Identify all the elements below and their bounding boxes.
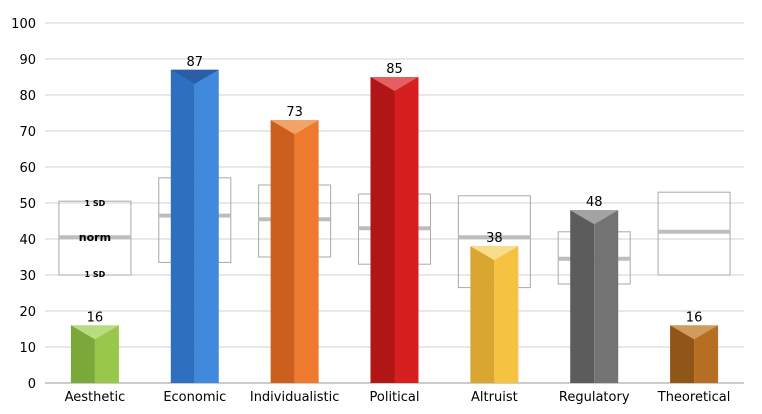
bar-right-face <box>294 120 319 383</box>
bar-value-label: 48 <box>586 195 603 210</box>
x-category-label: Political <box>370 390 420 405</box>
bar-value-label: 85 <box>386 62 403 77</box>
y-tick-label: 100 <box>11 17 36 32</box>
bar-right-face <box>594 210 619 383</box>
bar-value-label: 38 <box>486 231 503 246</box>
sd-upper-label: 1 SD <box>85 199 106 208</box>
x-axis-categories: Aesthetic Economic Individualistic Politica… <box>65 390 731 405</box>
bar-cap <box>570 210 619 225</box>
y-axis-ticks: 0 10 20 30 40 50 60 70 80 90 100 <box>11 17 36 392</box>
bar-left-face <box>370 77 395 383</box>
bar <box>370 77 419 383</box>
bar-value-label: 16 <box>87 310 104 325</box>
x-category-label: Individualistic <box>250 390 340 405</box>
y-tick-label: 20 <box>19 305 36 320</box>
bar-left-face <box>170 69 195 384</box>
sd-lower-label: 1 SD <box>85 270 106 279</box>
bar <box>570 210 619 383</box>
y-tick-label: 10 <box>19 341 36 356</box>
x-category-label: Economic <box>163 390 226 405</box>
y-tick-label: 40 <box>19 233 36 248</box>
y-tick-label: 60 <box>19 161 36 176</box>
x-category-label: Theoretical <box>657 390 731 405</box>
bar <box>70 325 119 383</box>
data-labels: 16 87 73 85 38 48 16 <box>87 55 703 326</box>
bar-value-label: 16 <box>686 310 703 325</box>
y-tick-label: 50 <box>19 197 36 212</box>
bar-cap <box>370 77 419 91</box>
bar-left-face <box>270 120 295 383</box>
y-tick-label: 30 <box>19 269 36 284</box>
bar-cap <box>270 120 319 135</box>
x-category-label: Aesthetic <box>65 390 126 405</box>
bar-right-face <box>194 69 219 384</box>
y-tick-label: 80 <box>19 89 36 104</box>
bar-left-face <box>570 210 595 383</box>
bar-right-face <box>394 77 419 383</box>
y-tick-label: 70 <box>19 125 36 140</box>
bar-right-face <box>494 246 519 383</box>
bar <box>170 69 219 384</box>
bar-cap <box>70 325 119 340</box>
x-category-label: Regulatory <box>559 390 630 405</box>
bar <box>670 325 719 383</box>
x-category-label: Altruist <box>471 390 518 405</box>
y-tick-label: 90 <box>19 53 36 68</box>
norm-label: norm <box>79 231 111 244</box>
bar <box>470 246 519 383</box>
bar-cap <box>170 69 219 84</box>
bar-value-label: 87 <box>187 55 204 70</box>
bar <box>270 120 319 383</box>
bar-cap <box>470 246 519 261</box>
bars <box>70 69 719 384</box>
norm-legend-labels: 1 SD norm 1 SD <box>79 199 111 279</box>
y-tick-label: 0 <box>28 377 36 392</box>
bar-value-label: 73 <box>286 105 303 120</box>
bar-left-face <box>470 246 495 383</box>
bar-cap <box>670 325 719 340</box>
